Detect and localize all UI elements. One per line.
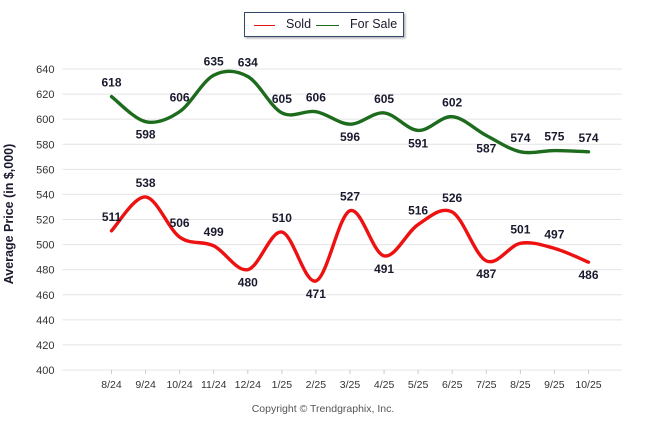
svg-text:1/25: 1/25 — [272, 379, 293, 391]
svg-text:480: 480 — [238, 276, 258, 290]
svg-text:520: 520 — [36, 215, 54, 227]
svg-text:596: 596 — [340, 130, 360, 144]
svg-text:591: 591 — [408, 136, 428, 150]
svg-text:6/25: 6/25 — [442, 379, 463, 391]
svg-text:440: 440 — [36, 315, 54, 327]
svg-text:7/25: 7/25 — [476, 379, 497, 391]
svg-text:9/25: 9/25 — [544, 379, 565, 391]
svg-text:618: 618 — [101, 76, 121, 90]
svg-text:516: 516 — [408, 204, 428, 218]
svg-text:487: 487 — [476, 267, 496, 281]
svg-text:2/25: 2/25 — [306, 379, 327, 391]
svg-text:574: 574 — [578, 131, 598, 145]
svg-text:10/25: 10/25 — [575, 379, 601, 391]
svg-text:526: 526 — [442, 191, 462, 205]
svg-text:600: 600 — [36, 114, 54, 126]
svg-text:510: 510 — [272, 211, 292, 225]
svg-text:606: 606 — [306, 91, 326, 105]
svg-text:5/25: 5/25 — [408, 379, 429, 391]
svg-text:575: 575 — [544, 130, 564, 144]
svg-text:511: 511 — [102, 210, 122, 224]
svg-text:587: 587 — [476, 141, 496, 155]
svg-text:506: 506 — [170, 216, 190, 230]
svg-text:635: 635 — [204, 54, 224, 68]
svg-text:560: 560 — [36, 164, 54, 176]
svg-text:538: 538 — [136, 176, 156, 190]
svg-text:3/25: 3/25 — [340, 379, 361, 391]
svg-text:8/24: 8/24 — [101, 379, 122, 391]
svg-text:580: 580 — [36, 139, 54, 151]
svg-text:620: 620 — [36, 89, 54, 101]
svg-text:602: 602 — [442, 96, 462, 110]
svg-text:640: 640 — [36, 64, 54, 76]
svg-text:400: 400 — [36, 365, 54, 377]
svg-text:499: 499 — [204, 225, 224, 239]
svg-text:480: 480 — [36, 265, 54, 277]
svg-text:527: 527 — [340, 190, 360, 204]
svg-text:8/25: 8/25 — [510, 379, 531, 391]
svg-text:606: 606 — [170, 91, 190, 105]
svg-text:500: 500 — [36, 240, 54, 252]
svg-text:598: 598 — [136, 128, 156, 142]
svg-text:605: 605 — [374, 92, 394, 106]
svg-text:12/24: 12/24 — [235, 379, 261, 391]
svg-text:471: 471 — [306, 287, 326, 301]
svg-text:497: 497 — [544, 227, 564, 241]
svg-text:501: 501 — [510, 222, 530, 236]
svg-text:11/24: 11/24 — [201, 379, 227, 391]
svg-text:540: 540 — [36, 189, 54, 201]
svg-text:420: 420 — [36, 340, 54, 352]
svg-text:4/25: 4/25 — [374, 379, 395, 391]
svg-text:486: 486 — [578, 268, 598, 282]
svg-text:10/24: 10/24 — [166, 379, 192, 391]
svg-text:460: 460 — [36, 290, 54, 302]
svg-text:574: 574 — [510, 131, 530, 145]
svg-text:605: 605 — [272, 92, 292, 106]
svg-text:9/24: 9/24 — [135, 379, 156, 391]
svg-text:491: 491 — [374, 262, 394, 276]
svg-text:634: 634 — [238, 56, 258, 70]
